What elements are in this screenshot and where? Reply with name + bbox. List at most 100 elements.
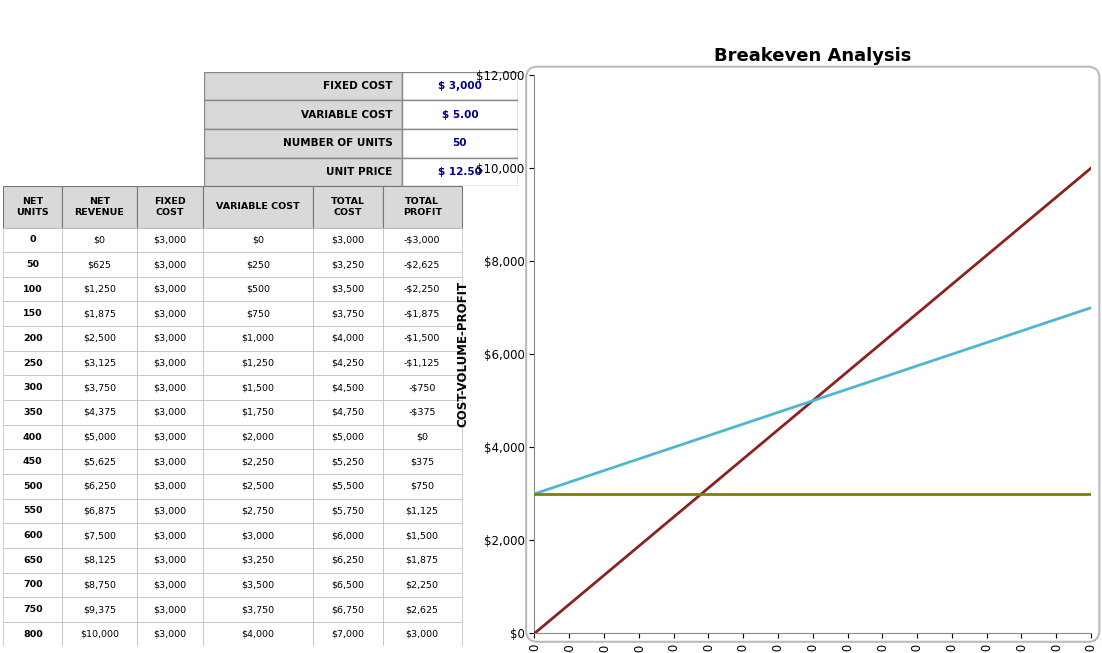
FancyBboxPatch shape <box>313 597 382 622</box>
FancyBboxPatch shape <box>204 72 402 101</box>
FancyBboxPatch shape <box>313 227 382 252</box>
Text: $3,250: $3,250 <box>332 260 365 269</box>
FancyBboxPatch shape <box>313 622 382 646</box>
FancyBboxPatch shape <box>203 523 313 548</box>
FancyBboxPatch shape <box>382 622 462 646</box>
Text: $3,000: $3,000 <box>153 235 186 244</box>
FancyBboxPatch shape <box>313 302 382 326</box>
Text: $6,500: $6,500 <box>332 581 365 590</box>
Text: $7,000: $7,000 <box>332 629 365 639</box>
Text: $375: $375 <box>410 457 434 466</box>
Text: $2,625: $2,625 <box>406 605 439 614</box>
FancyBboxPatch shape <box>3 474 62 499</box>
Text: $0: $0 <box>252 235 264 244</box>
FancyBboxPatch shape <box>382 186 462 227</box>
Text: 50: 50 <box>453 138 467 148</box>
Text: 50: 50 <box>26 260 40 269</box>
Text: 150: 150 <box>23 310 43 318</box>
FancyBboxPatch shape <box>137 277 203 302</box>
FancyBboxPatch shape <box>203 449 313 474</box>
FancyBboxPatch shape <box>203 622 313 646</box>
FancyBboxPatch shape <box>3 548 62 573</box>
FancyBboxPatch shape <box>137 474 203 499</box>
FancyBboxPatch shape <box>382 474 462 499</box>
Text: UNIT PRICE: UNIT PRICE <box>326 167 392 177</box>
FancyBboxPatch shape <box>203 186 313 227</box>
Text: $3,000: $3,000 <box>332 235 365 244</box>
FancyBboxPatch shape <box>137 424 203 449</box>
FancyBboxPatch shape <box>382 499 462 523</box>
FancyBboxPatch shape <box>3 400 62 424</box>
Text: $250: $250 <box>246 260 270 269</box>
FancyBboxPatch shape <box>402 129 518 157</box>
Text: 0: 0 <box>30 235 36 244</box>
FancyBboxPatch shape <box>203 302 313 326</box>
Text: $6,000: $6,000 <box>332 531 365 540</box>
Text: $3,000: $3,000 <box>153 285 186 294</box>
Text: -$3,000: -$3,000 <box>404 235 441 244</box>
Text: $5,750: $5,750 <box>332 507 365 515</box>
FancyBboxPatch shape <box>137 227 203 252</box>
Text: $6,250: $6,250 <box>332 556 365 565</box>
FancyBboxPatch shape <box>313 424 382 449</box>
FancyBboxPatch shape <box>204 129 402 157</box>
FancyBboxPatch shape <box>382 252 462 277</box>
Text: NET
REVENUE: NET REVENUE <box>75 197 125 217</box>
Text: $6,875: $6,875 <box>83 507 116 515</box>
Text: $3,000: $3,000 <box>153 383 186 392</box>
FancyBboxPatch shape <box>3 424 62 449</box>
FancyBboxPatch shape <box>3 302 62 326</box>
Text: $6,750: $6,750 <box>332 605 365 614</box>
FancyBboxPatch shape <box>62 302 137 326</box>
Text: $ 12.50: $ 12.50 <box>437 167 482 177</box>
Text: $4,250: $4,250 <box>332 358 365 368</box>
Text: -$1,500: -$1,500 <box>404 334 441 343</box>
Text: $1,875: $1,875 <box>83 310 116 318</box>
FancyBboxPatch shape <box>62 375 137 400</box>
Text: 250: 250 <box>23 358 43 368</box>
Text: $1,750: $1,750 <box>241 408 274 417</box>
Text: VARIABLE COST: VARIABLE COST <box>216 202 300 212</box>
Text: $7,500: $7,500 <box>83 531 116 540</box>
Text: $3,000: $3,000 <box>153 260 186 269</box>
FancyBboxPatch shape <box>402 101 518 129</box>
FancyBboxPatch shape <box>3 186 62 227</box>
FancyBboxPatch shape <box>382 277 462 302</box>
FancyBboxPatch shape <box>62 351 137 375</box>
FancyBboxPatch shape <box>3 449 62 474</box>
FancyBboxPatch shape <box>204 157 402 186</box>
FancyBboxPatch shape <box>203 252 313 277</box>
Text: $2,750: $2,750 <box>241 507 274 515</box>
Text: $3,000: $3,000 <box>153 482 186 491</box>
FancyBboxPatch shape <box>137 449 203 474</box>
FancyBboxPatch shape <box>137 186 203 227</box>
Text: 600: 600 <box>23 531 43 540</box>
Text: 200: 200 <box>23 334 43 343</box>
Text: $4,500: $4,500 <box>332 383 365 392</box>
FancyBboxPatch shape <box>203 326 313 351</box>
FancyBboxPatch shape <box>137 400 203 424</box>
Text: 400: 400 <box>23 432 43 441</box>
FancyBboxPatch shape <box>382 597 462 622</box>
Text: $1,500: $1,500 <box>241 383 274 392</box>
FancyBboxPatch shape <box>382 326 462 351</box>
FancyBboxPatch shape <box>3 622 62 646</box>
Text: $5,000: $5,000 <box>332 432 365 441</box>
Text: 700: 700 <box>23 581 43 590</box>
Text: TOTAL
PROFIT: TOTAL PROFIT <box>402 197 442 217</box>
Text: -$375: -$375 <box>409 408 436 417</box>
Text: $5,000: $5,000 <box>83 432 116 441</box>
Text: $3,750: $3,750 <box>332 310 365 318</box>
FancyBboxPatch shape <box>382 424 462 449</box>
FancyBboxPatch shape <box>137 499 203 523</box>
Text: $750: $750 <box>246 310 270 318</box>
Text: VARIABLE COST: VARIABLE COST <box>301 110 392 119</box>
FancyBboxPatch shape <box>62 252 137 277</box>
Text: $3,750: $3,750 <box>83 383 116 392</box>
FancyBboxPatch shape <box>203 400 313 424</box>
FancyBboxPatch shape <box>313 523 382 548</box>
Text: $4,000: $4,000 <box>332 334 365 343</box>
FancyBboxPatch shape <box>203 573 313 597</box>
Text: $3,000: $3,000 <box>153 581 186 590</box>
Text: $2,000: $2,000 <box>241 432 274 441</box>
